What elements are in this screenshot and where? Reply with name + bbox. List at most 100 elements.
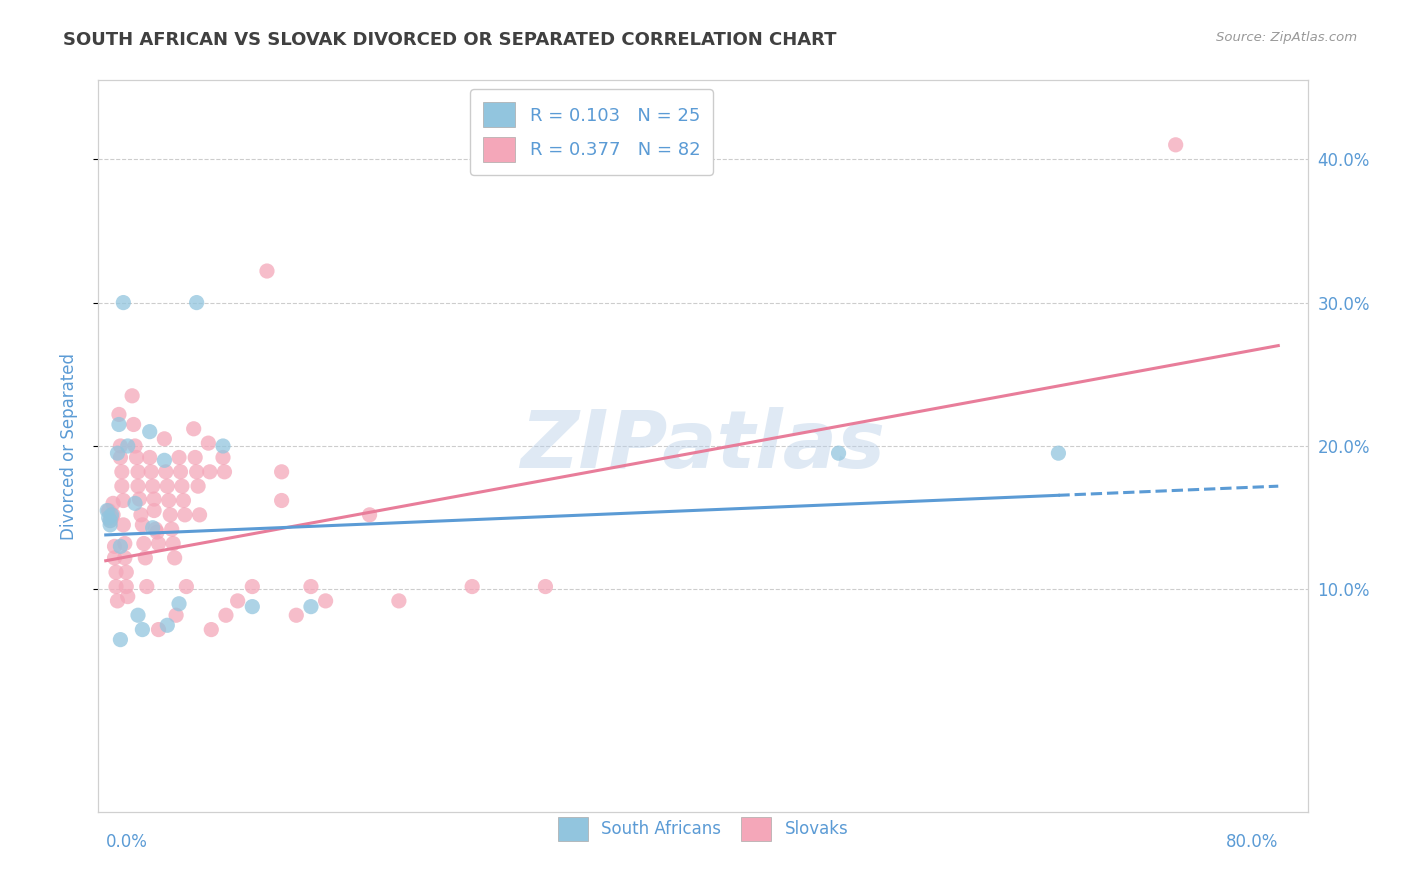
Point xyxy=(156,618,179,632)
Point xyxy=(115,565,138,579)
Point xyxy=(100,508,122,522)
Point xyxy=(299,599,322,614)
Point xyxy=(187,479,209,493)
Point xyxy=(96,503,118,517)
Point xyxy=(129,508,152,522)
Point xyxy=(256,264,278,278)
Point xyxy=(270,493,292,508)
Point xyxy=(174,508,197,522)
Point xyxy=(215,608,238,623)
Y-axis label: Divorced or Separated: Divorced or Separated xyxy=(59,352,77,540)
Point xyxy=(148,536,170,550)
Text: 80.0%: 80.0% xyxy=(1226,833,1278,851)
Point xyxy=(1047,446,1070,460)
Point xyxy=(103,550,125,565)
Point xyxy=(105,565,128,579)
Point xyxy=(135,580,157,594)
Point xyxy=(110,450,132,465)
Point xyxy=(112,493,135,508)
Point xyxy=(114,536,136,550)
Point xyxy=(534,580,557,594)
Point xyxy=(124,439,146,453)
Point xyxy=(163,550,186,565)
Point xyxy=(98,517,121,532)
Point xyxy=(112,517,135,532)
Point xyxy=(157,493,180,508)
Point xyxy=(170,479,193,493)
Point xyxy=(138,425,160,439)
Point xyxy=(115,580,138,594)
Point xyxy=(132,536,155,550)
Point xyxy=(214,465,236,479)
Point xyxy=(97,510,120,524)
Point xyxy=(97,503,120,517)
Point xyxy=(111,465,134,479)
Point xyxy=(165,608,187,623)
Point xyxy=(388,594,411,608)
Point xyxy=(200,623,222,637)
Point xyxy=(153,432,176,446)
Point xyxy=(103,540,125,554)
Point xyxy=(162,536,184,550)
Point xyxy=(141,465,163,479)
Point xyxy=(153,453,176,467)
Point xyxy=(128,491,150,506)
Point xyxy=(186,465,208,479)
Point xyxy=(117,590,139,604)
Point xyxy=(107,594,129,608)
Point xyxy=(270,465,292,479)
Point xyxy=(101,508,124,522)
Point xyxy=(111,479,134,493)
Point xyxy=(188,508,211,522)
Point xyxy=(110,439,132,453)
Point xyxy=(212,439,235,453)
Point xyxy=(198,465,221,479)
Point xyxy=(98,514,121,528)
Point xyxy=(127,608,149,623)
Point xyxy=(167,597,190,611)
Point xyxy=(142,521,165,535)
Text: ZIPatlas: ZIPatlas xyxy=(520,407,886,485)
Point xyxy=(176,580,198,594)
Point xyxy=(145,522,167,536)
Point xyxy=(184,450,207,465)
Point xyxy=(117,439,139,453)
Point xyxy=(100,510,122,524)
Point xyxy=(183,422,205,436)
Point xyxy=(131,623,153,637)
Point xyxy=(240,599,263,614)
Point xyxy=(169,465,191,479)
Point xyxy=(122,417,145,432)
Point xyxy=(285,608,308,623)
Point xyxy=(315,594,337,608)
Point xyxy=(146,524,169,539)
Point xyxy=(172,493,194,508)
Legend: South Africans, Slovaks: South Africans, Slovaks xyxy=(551,810,855,847)
Point xyxy=(131,517,153,532)
Point xyxy=(197,436,219,450)
Point xyxy=(148,623,170,637)
Point xyxy=(121,389,143,403)
Point xyxy=(108,417,131,432)
Point xyxy=(461,580,484,594)
Point xyxy=(212,450,235,465)
Text: SOUTH AFRICAN VS SLOVAK DIVORCED OR SEPARATED CORRELATION CHART: SOUTH AFRICAN VS SLOVAK DIVORCED OR SEPA… xyxy=(63,31,837,49)
Point xyxy=(143,503,166,517)
Point xyxy=(359,508,381,522)
Point xyxy=(134,550,156,565)
Point xyxy=(155,465,177,479)
Point xyxy=(827,446,849,460)
Point xyxy=(105,580,128,594)
Point xyxy=(110,540,132,554)
Point xyxy=(127,479,149,493)
Point xyxy=(159,508,181,522)
Point xyxy=(299,580,322,594)
Point xyxy=(186,295,208,310)
Point xyxy=(114,550,136,565)
Text: 0.0%: 0.0% xyxy=(105,833,148,851)
Point xyxy=(112,295,135,310)
Point xyxy=(101,496,124,510)
Point xyxy=(167,450,190,465)
Point xyxy=(240,580,263,594)
Point xyxy=(127,465,149,479)
